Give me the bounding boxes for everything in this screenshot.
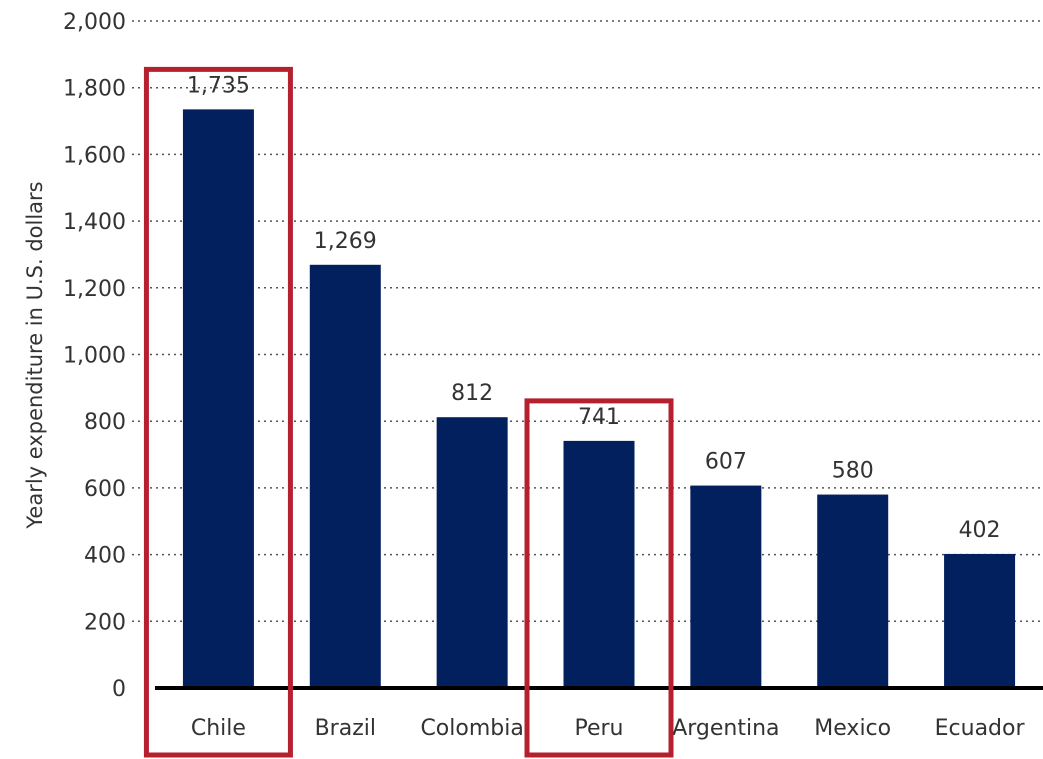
category-label-brazil: Brazil — [315, 716, 376, 741]
y-tick-label: 1,200 — [63, 277, 126, 302]
category-label-chile: Chile — [191, 716, 246, 741]
data-label-peru: 741 — [578, 405, 620, 430]
data-label-argentina: 607 — [705, 450, 747, 475]
data-label-mexico: 580 — [832, 459, 874, 484]
data-label-ecuador: 402 — [959, 518, 1001, 543]
bars — [182, 109, 1016, 688]
y-tick-label: 800 — [84, 410, 126, 435]
bar-colombia — [436, 417, 508, 688]
category-label-argentina: Argentina — [672, 716, 779, 741]
y-axis-ticks: 0 200 400 600 800 1,000 1,200 1,400 1,600 1,800 2,… — [63, 10, 126, 702]
data-label-brazil: 1,269 — [314, 229, 377, 254]
y-tick-label: 400 — [84, 544, 126, 569]
category-label-mexico: Mexico — [814, 716, 891, 741]
y-tick-label: 1,600 — [63, 143, 126, 168]
bar-chile — [182, 109, 254, 688]
bar-ecuador — [944, 553, 1016, 688]
bar-argentina — [690, 485, 762, 688]
y-axis-title: Yearly expenditure in U.S. dollars — [23, 181, 47, 529]
data-label-colombia: 812 — [451, 381, 493, 406]
data-labels: 1,735 1,269 812 741 607 580 402 — [187, 73, 1001, 543]
y-tick-label: 0 — [112, 677, 126, 702]
y-tick-label: 1,800 — [63, 77, 126, 102]
category-label-colombia: Colombia — [420, 716, 523, 741]
y-tick-label: 1,000 — [63, 344, 126, 369]
category-label-peru: Peru — [574, 716, 623, 741]
x-axis-categories: Chile Brazil Colombia Peru Argentina Mexico Ec… — [191, 716, 1026, 741]
gridlines — [132, 20, 1043, 623]
highlight-box-chile — [143, 66, 293, 758]
y-tick-label: 1,400 — [63, 210, 126, 235]
y-tick-label: 200 — [84, 610, 126, 635]
bar-mexico — [817, 494, 889, 688]
y-tick-label: 600 — [84, 477, 126, 502]
bar-brazil — [309, 264, 381, 688]
data-label-chile: 1,735 — [187, 73, 250, 98]
highlight-box-peru — [524, 398, 674, 758]
bar-peru — [563, 440, 635, 688]
highlight-boxes — [143, 66, 674, 758]
category-label-ecuador: Ecuador — [935, 716, 1026, 741]
y-tick-label: 2,000 — [63, 10, 126, 35]
